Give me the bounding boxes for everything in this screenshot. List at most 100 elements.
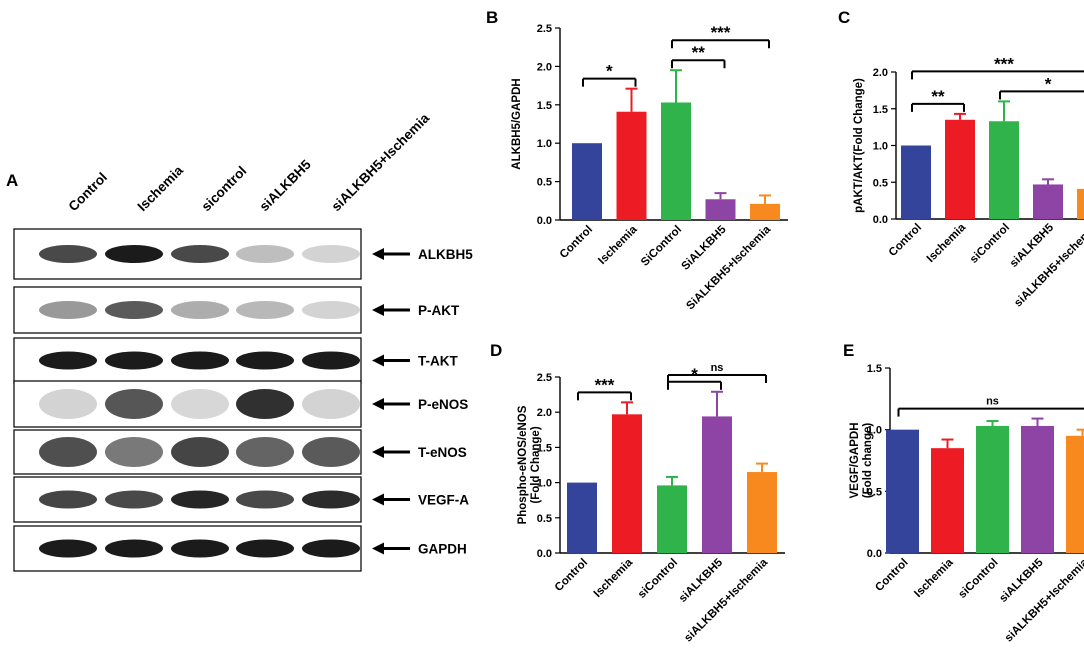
bar [747, 472, 777, 553]
bar [572, 143, 602, 220]
y-tick-label: 0.5 [537, 513, 552, 525]
category-label: SiControl [639, 224, 684, 269]
blot-band [236, 539, 294, 558]
category-label: siControl [956, 557, 1000, 601]
y-axis-label: VEGF/GAPDH(Fold change) [849, 422, 874, 498]
category-label: siControl [968, 222, 1012, 266]
blot-band [302, 351, 360, 370]
chart-panel-b: B 0.0 0.5 1.0 1.5 2.0 2.5 ALKBH5/GAPDH Control Is… [486, 8, 788, 312]
y-axis-label: ALKBH5/GAPDH [511, 78, 523, 169]
y-axis-label: pAKT/AKT(Fold Change) [853, 78, 865, 213]
blot-label: P-eNOS [418, 397, 468, 412]
category-label: siALKBH5+Ischemia [1003, 556, 1084, 644]
arrow-head [372, 304, 384, 316]
significance-bracket: ** [671, 43, 726, 69]
blot-band [236, 351, 294, 370]
category-label: Ischemia [912, 556, 956, 600]
blot-band [105, 245, 163, 263]
y-tick-label: 1.0 [537, 478, 552, 490]
bar [989, 121, 1019, 219]
y-tick-label: 0.0 [537, 215, 552, 227]
category-label: Ischemia [596, 223, 640, 267]
blot-band [171, 301, 229, 319]
chart-panel-c: C 0.0 0.5 1.0 1.5 2.0 pAKT/AKT(Fold Change) Con… [838, 8, 1084, 309]
significance-label: * [1045, 74, 1052, 93]
blot-band [105, 437, 163, 467]
blot-band [39, 301, 97, 319]
category-label: siControl [636, 557, 680, 601]
blot-band [236, 437, 294, 467]
y-tick-label: 1.0 [867, 425, 882, 437]
significance-bracket: *** [577, 375, 632, 401]
category-label: Control [553, 557, 590, 594]
bar [1021, 425, 1054, 553]
category-label: Control [887, 222, 924, 259]
bar [661, 102, 691, 220]
y-tick-label: 1.5 [537, 100, 552, 112]
y-tick-label: 0.0 [873, 214, 888, 226]
blot-band [105, 490, 163, 509]
y-tick-label: 0.5 [537, 177, 552, 189]
bar [931, 448, 964, 553]
panel-letter: B [486, 8, 498, 27]
blot-band [171, 490, 229, 509]
bar [612, 414, 642, 553]
significance-bracket: ns [667, 362, 767, 383]
blot-band [105, 539, 163, 558]
panel-letter: D [490, 341, 502, 360]
lane-label: Control [66, 170, 111, 215]
significance-bracket: *** [671, 23, 770, 49]
blot-band [171, 539, 229, 558]
bar [976, 425, 1009, 553]
category-label: Ischemia [925, 221, 969, 265]
category-label: siALKBH5 [1008, 221, 1057, 270]
blot-label: T-eNOS [418, 445, 467, 460]
significance-bracket: * [582, 62, 637, 87]
blot-label: P-AKT [418, 303, 460, 318]
y-tick-label: 0.0 [867, 548, 882, 560]
bar [657, 485, 687, 553]
panel-letter: E [843, 341, 854, 360]
panel-letter: A [6, 171, 18, 190]
y-tick-label: 2.5 [537, 23, 552, 35]
blot-band [171, 437, 229, 467]
blot-band [105, 301, 163, 319]
arrow-head [372, 542, 384, 555]
y-tick-label: 1.0 [873, 141, 888, 153]
blot-band [171, 351, 229, 370]
blot-band [302, 437, 360, 467]
lane-label: siALKBH5 [257, 156, 315, 214]
bar [1033, 184, 1063, 219]
y-tick-label: 1.5 [537, 442, 552, 454]
category-label: siALKBH5+Ischemia [682, 556, 770, 644]
blot-band [302, 539, 360, 558]
blot-band [39, 245, 97, 263]
category-label: SiALKBH5+Ischemia [684, 223, 773, 312]
y-tick-label: 1.5 [873, 104, 888, 116]
bar [945, 119, 975, 219]
arrow-head [372, 398, 384, 410]
y-tick-label: 0.5 [867, 486, 882, 498]
arrow-head [372, 248, 384, 260]
bar [702, 416, 732, 553]
category-label: Control [558, 224, 595, 261]
blot-label: VEGF-A [418, 493, 469, 508]
panel-letter: C [838, 8, 850, 27]
blot-band [236, 389, 294, 419]
y-tick-label: 1.5 [867, 363, 882, 375]
y-tick-label: 2.0 [537, 407, 552, 419]
blot-band [236, 245, 294, 263]
bar [616, 111, 647, 220]
bar [750, 203, 780, 220]
significance-label: *** [595, 375, 615, 394]
blot-band [302, 301, 360, 319]
category-label: siALKBH5 [677, 556, 726, 605]
western-blot-panel: A Control Ischemia sicontrol siALKBH5 siALKBH… [6, 110, 473, 572]
bar [886, 429, 919, 553]
lane-label: sicontrol [199, 163, 250, 214]
significance-bracket: ** [911, 87, 965, 112]
arrow-head [372, 493, 384, 506]
blot-band [302, 389, 360, 419]
y-tick-label: 0.0 [537, 548, 552, 560]
